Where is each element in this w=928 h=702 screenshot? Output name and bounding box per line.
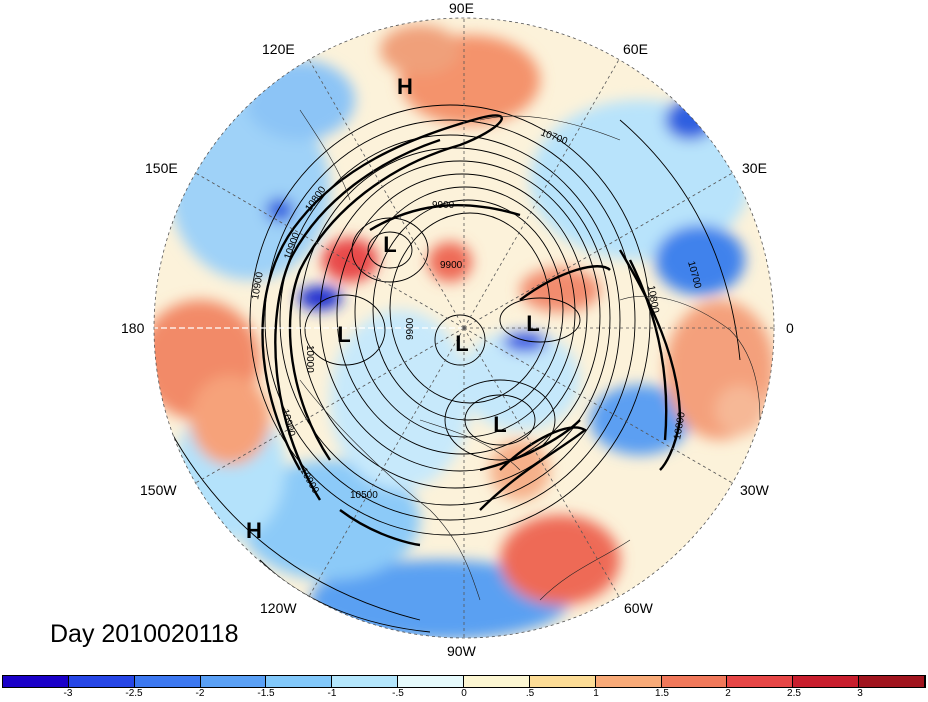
colorbar-swatch [529, 676, 596, 687]
contour-label: 9900 [440, 260, 463, 271]
colorbar-tick-label: -2 [195, 688, 205, 699]
height-contours [169, 104, 741, 633]
colorbar [2, 675, 926, 688]
lon-label-0: 0 [786, 320, 794, 336]
lon-label-60e: 60E [623, 41, 648, 57]
pressure-markers: H H L L L L L [246, 74, 540, 543]
colorbar-swatch [68, 676, 135, 687]
lon-label-150e: 150E [145, 160, 178, 176]
lon-label-90w: 90W [447, 643, 476, 659]
contour-label: 9900 [405, 317, 416, 340]
lon-label-120w: 120W [260, 600, 297, 616]
colorbar-swatch [793, 676, 860, 687]
lon-label-30w: 30W [740, 482, 769, 498]
lon-label-180: 180 [121, 320, 145, 336]
colorbar-tick-label: 0 [461, 688, 467, 699]
low-pressure-marker: L [337, 322, 350, 347]
colorbar-swatch [200, 676, 267, 687]
colorbar-tick-label: -2.5 [125, 688, 143, 699]
lon-label-30e: 30E [742, 160, 767, 176]
colorbar-tick-label: .5 [525, 688, 535, 699]
contour-label: 10500 [350, 490, 378, 501]
colorbar-tick-label: 2 [725, 688, 731, 699]
colorbar-tick-label: -.5 [392, 688, 404, 699]
colorbar-swatch [727, 676, 794, 687]
colorbar-swatch [3, 676, 69, 687]
colorbar-swatch [661, 676, 728, 687]
high-pressure-marker: H [246, 518, 262, 543]
colorbar-tick-label: 1.5 [655, 688, 669, 699]
coastlines [299, 109, 761, 601]
contour-label: 10000 [304, 345, 315, 373]
colorbar-tick-label: -1.5 [257, 688, 275, 699]
colorbar-tick-label: -1 [327, 688, 337, 699]
contour-label: 10800 [672, 411, 688, 441]
high-pressure-marker: H [397, 74, 413, 99]
contour-label: 10800 [645, 285, 661, 315]
colorbar-tick-label: 3 [857, 688, 863, 699]
colorbar-swatch [398, 676, 465, 687]
lon-label-90e: 90E [449, 0, 474, 16]
colorbar-swatch [332, 676, 399, 687]
colorbar-swatch [134, 676, 201, 687]
colorbar-tick-label: -3 [63, 688, 73, 699]
graticule [153, 17, 775, 639]
colorbar-swatch [859, 676, 926, 687]
low-pressure-marker: L [526, 311, 539, 336]
low-pressure-marker: L [383, 232, 396, 257]
day-label: Day 2010020118 [50, 620, 239, 648]
lon-label-60w: 60W [624, 600, 653, 616]
colorbar-swatch [595, 676, 662, 687]
lon-label-120e: 120E [262, 41, 295, 57]
colorbar-swatch [266, 676, 333, 687]
colorbar-tick-label: 1 [593, 688, 599, 699]
colorbar-tick-label: 2.5 [787, 688, 801, 699]
low-pressure-marker: L [455, 331, 468, 356]
anomaly-shading [154, 18, 774, 638]
low-pressure-marker: L [493, 412, 506, 437]
colorbar-swatch [464, 676, 530, 687]
contour-label: 9900 [432, 200, 455, 211]
contour-label: 10900 [250, 271, 266, 301]
lon-label-150w: 150W [140, 482, 177, 498]
